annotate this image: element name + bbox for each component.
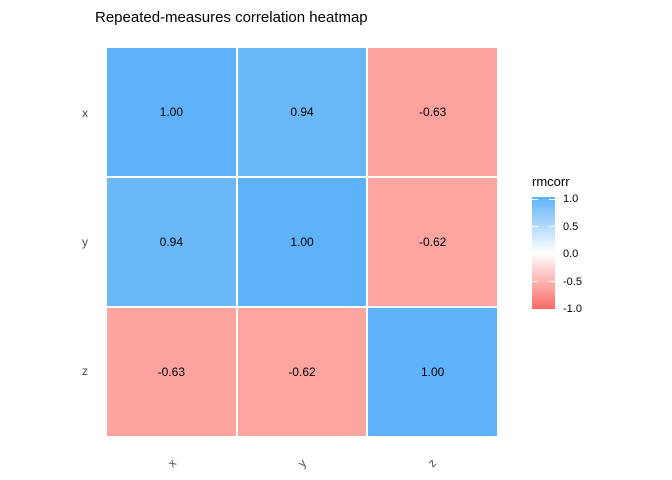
- y-axis-label: y: [82, 235, 88, 249]
- heatmap-cell: 1.00: [107, 48, 236, 176]
- x-axis-label: z: [424, 455, 440, 471]
- heatmap-cell: -0.62: [368, 178, 497, 306]
- heatmap-cell: 1.00: [237, 178, 367, 306]
- heatmap-cell: -0.63: [368, 48, 497, 176]
- heatmap-cell: -0.62: [237, 308, 367, 436]
- legend-tick-mark: [549, 281, 555, 282]
- y-axis-label: z: [82, 364, 88, 379]
- heatmap-cell: 0.94: [107, 178, 236, 306]
- heatmap-grid: 1.00 0.94 -0.63 0.94 1.00 -0.62 -0.63 -0.62 1.00: [107, 48, 497, 436]
- legend-tick-mark: [532, 281, 538, 282]
- legend-tick-label: -0.5: [563, 275, 582, 288]
- legend-tick-label: -1.0: [563, 303, 582, 315]
- legend-tick-label: 1.0: [563, 193, 579, 205]
- legend-tick-mark: [532, 308, 538, 310]
- legend-tick-mark: [532, 253, 538, 255]
- legend-tick-mark: [549, 226, 555, 227]
- legend-title: rmcorr: [532, 174, 570, 189]
- legend-tick-label: 0.5: [563, 220, 579, 233]
- chart-title: Repeated-measures correlation heatmap: [95, 9, 368, 26]
- legend-tick-label: 0.0: [563, 248, 579, 260]
- y-axis-label: x: [82, 105, 88, 120]
- x-axis-label: y: [294, 455, 310, 471]
- x-axis-label: x: [164, 455, 180, 471]
- legend-tick-mark: [549, 253, 555, 255]
- legend-tick-mark: [549, 198, 555, 200]
- heatmap-cell: 1.00: [368, 308, 497, 436]
- heatmap-cell: 0.94: [237, 48, 367, 176]
- legend-tick-mark: [532, 198, 538, 200]
- legend-tick-mark: [532, 226, 538, 227]
- legend-tick-mark: [549, 308, 555, 310]
- heatmap-cell: -0.63: [107, 308, 236, 436]
